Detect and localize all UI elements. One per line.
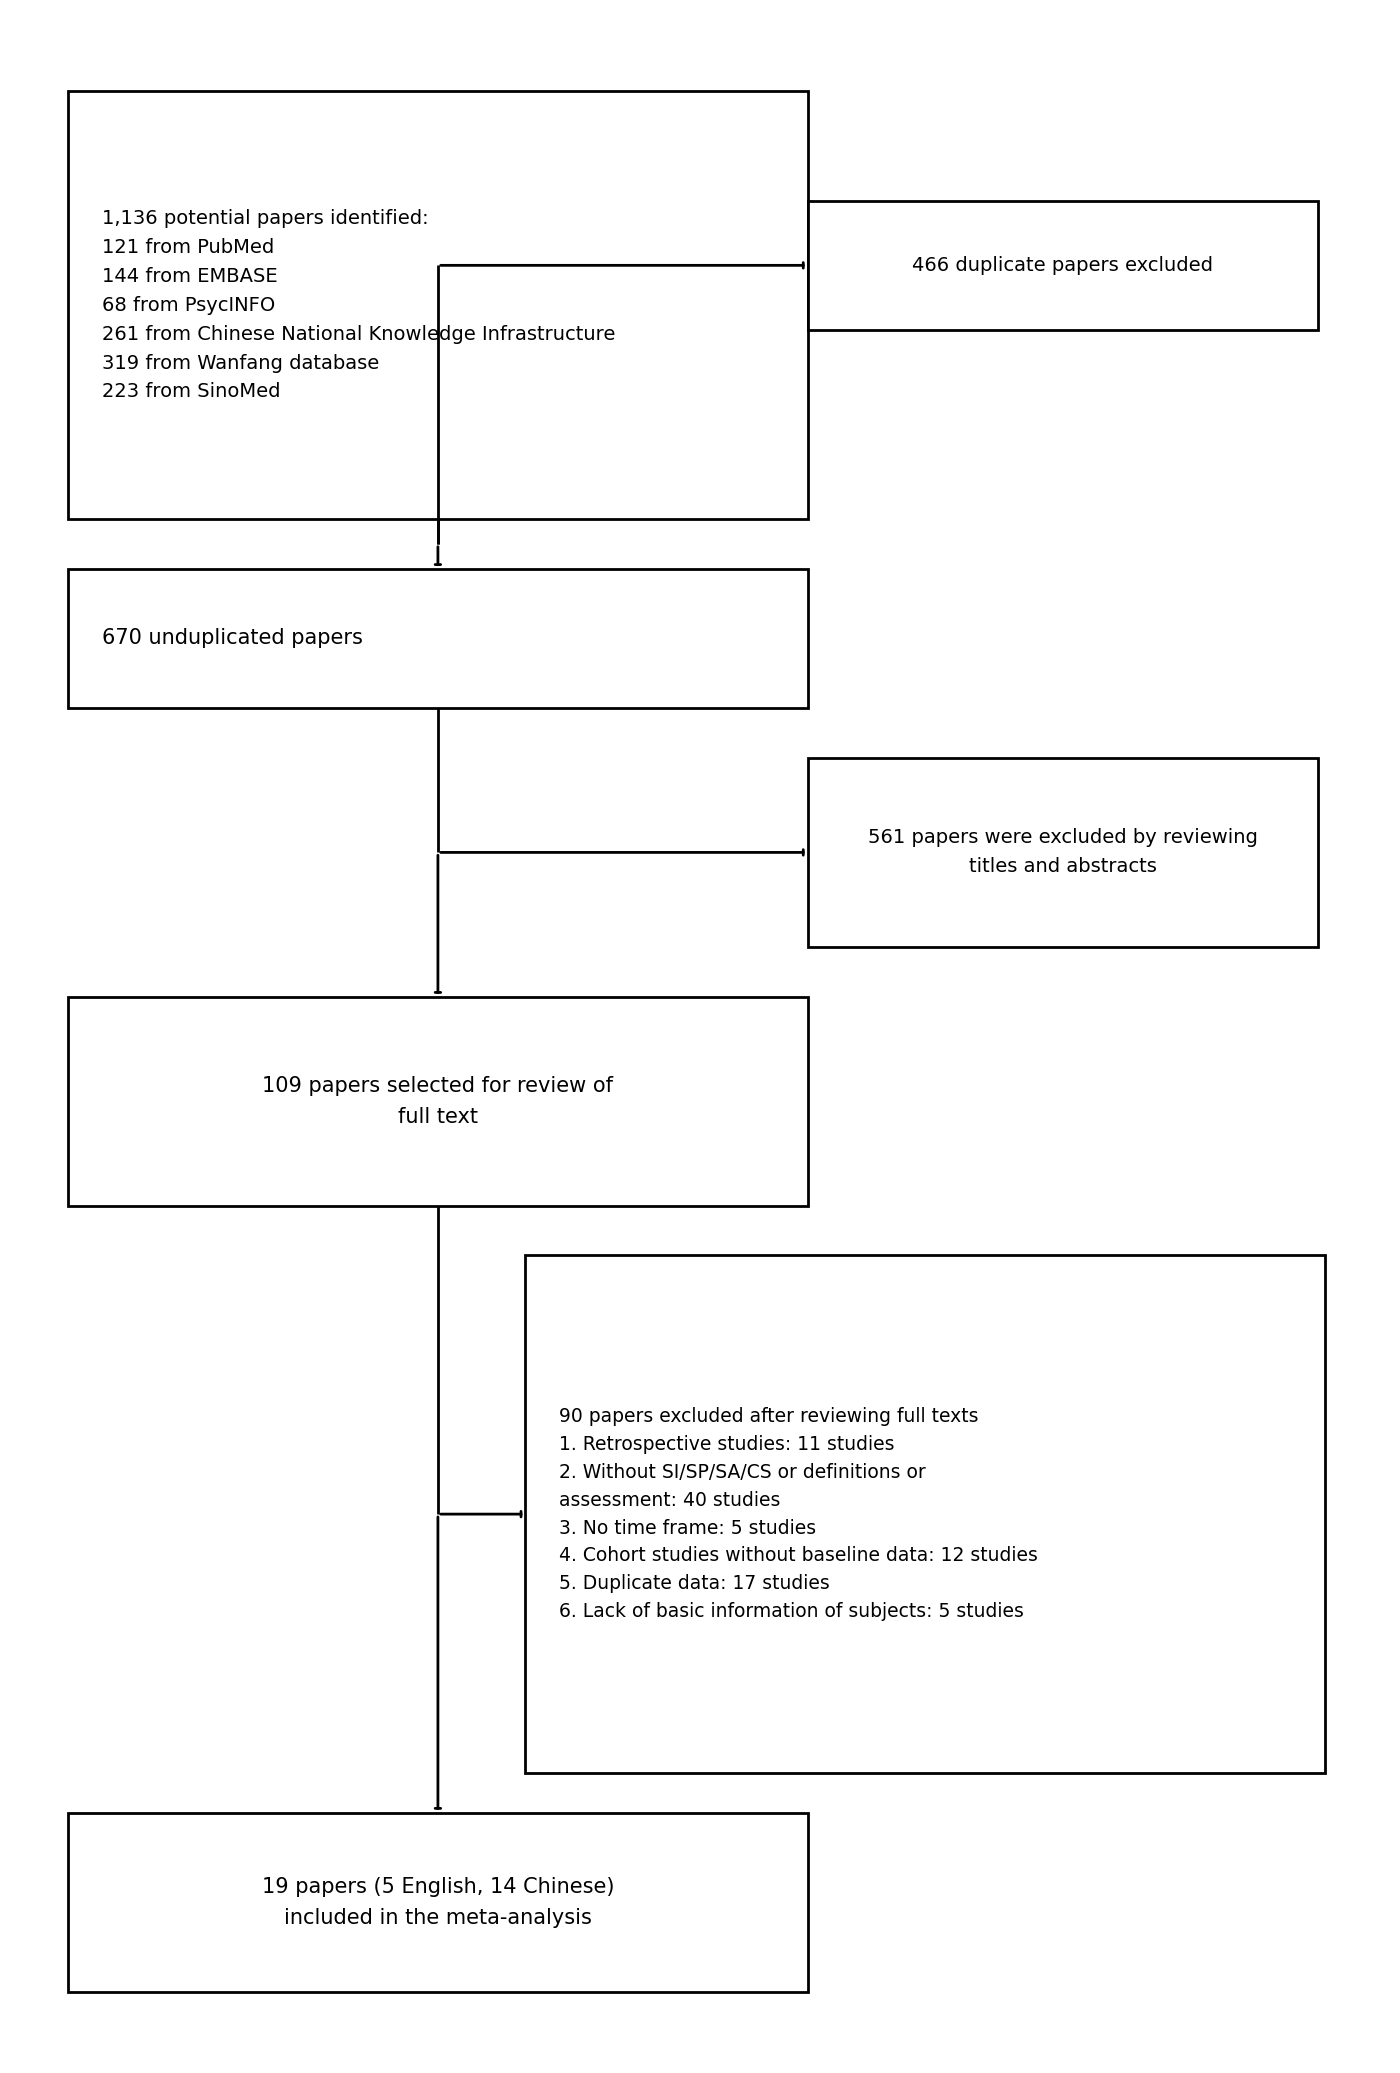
Text: 5. Duplicate data: 17 studies: 5. Duplicate data: 17 studies bbox=[559, 1573, 830, 1594]
Text: 319 from Wanfang database: 319 from Wanfang database bbox=[102, 354, 379, 373]
Text: 68 from PsycINFO: 68 from PsycINFO bbox=[102, 296, 276, 315]
Text: full text: full text bbox=[398, 1107, 477, 1128]
Text: included in the meta-analysis: included in the meta-analysis bbox=[284, 1907, 592, 1928]
Bar bbox=[525, 1256, 1324, 1772]
Text: 223 from SinoMed: 223 from SinoMed bbox=[102, 381, 280, 402]
Text: assessment: 40 studies: assessment: 40 studies bbox=[559, 1490, 780, 1509]
Bar bbox=[808, 759, 1319, 947]
Text: 6. Lack of basic information of subjects: 5 studies: 6. Lack of basic information of subjects… bbox=[559, 1602, 1023, 1621]
Text: 670 unduplicated papers: 670 unduplicated papers bbox=[102, 628, 363, 649]
Bar bbox=[69, 568, 808, 709]
Bar bbox=[808, 201, 1319, 330]
Text: 144 from EMBASE: 144 from EMBASE bbox=[102, 267, 277, 286]
Text: 2. Without SI/SP/SA/CS or definitions or: 2. Without SI/SP/SA/CS or definitions or bbox=[559, 1464, 925, 1482]
Text: 561 papers were excluded by reviewing: 561 papers were excluded by reviewing bbox=[868, 829, 1257, 848]
Text: 121 from PubMed: 121 from PubMed bbox=[102, 238, 274, 257]
Bar bbox=[69, 91, 808, 518]
Text: 90 papers excluded after reviewing full texts: 90 papers excluded after reviewing full … bbox=[559, 1408, 979, 1426]
Text: 1,136 potential papers identified:: 1,136 potential papers identified: bbox=[102, 209, 428, 228]
Text: 109 papers selected for review of: 109 papers selected for review of bbox=[262, 1076, 613, 1097]
Text: 4. Cohort studies without baseline data: 12 studies: 4. Cohort studies without baseline data:… bbox=[559, 1546, 1037, 1565]
Bar bbox=[69, 1812, 808, 1992]
Text: 3. No time frame: 5 studies: 3. No time frame: 5 studies bbox=[559, 1520, 816, 1538]
Text: titles and abstracts: titles and abstracts bbox=[969, 858, 1156, 877]
Bar bbox=[69, 997, 808, 1206]
Text: 261 from Chinese National Knowledge Infrastructure: 261 from Chinese National Knowledge Infr… bbox=[102, 325, 615, 344]
Text: 19 papers (5 English, 14 Chinese): 19 papers (5 English, 14 Chinese) bbox=[262, 1876, 615, 1897]
Text: 466 duplicate papers excluded: 466 duplicate papers excluded bbox=[913, 255, 1214, 276]
Text: 1. Retrospective studies: 11 studies: 1. Retrospective studies: 11 studies bbox=[559, 1435, 895, 1453]
